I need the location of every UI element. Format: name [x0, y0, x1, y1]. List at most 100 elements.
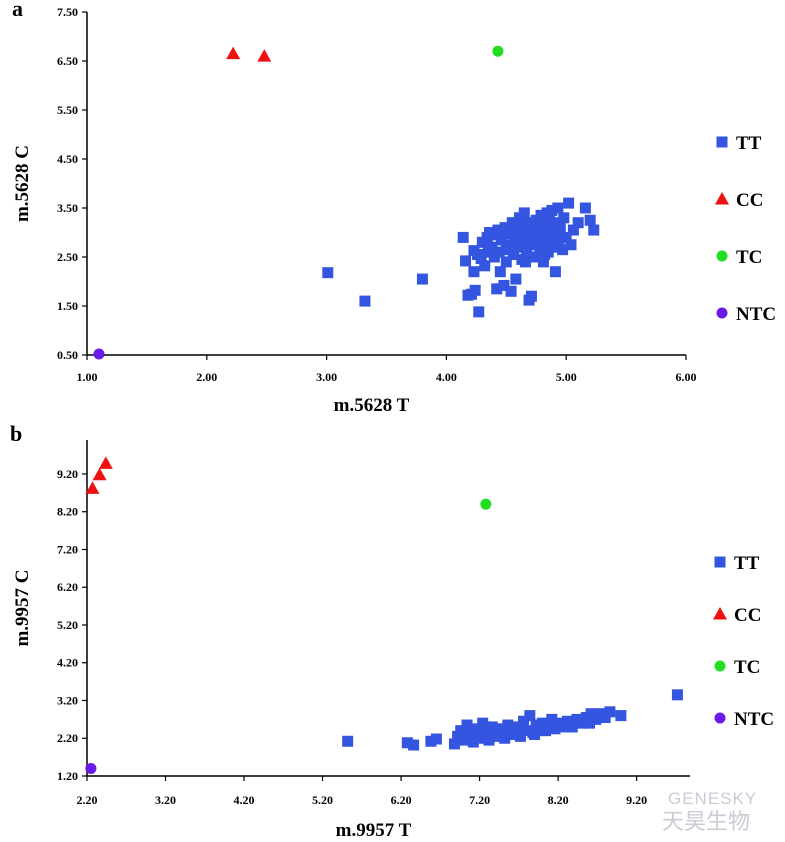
data-point-tt — [488, 251, 500, 263]
data-point-tt — [452, 730, 464, 742]
data-point-tt — [401, 737, 413, 749]
x-tick-label: 6.00 — [676, 370, 697, 384]
y-tick-label: 2.20 — [57, 731, 78, 745]
data-point-tt — [599, 711, 611, 723]
x-axis-label: m.5628 T — [334, 395, 410, 416]
data-point-tt — [552, 202, 564, 214]
data-point-tt — [483, 734, 495, 746]
data-point-tt — [537, 256, 549, 268]
data-point-tt — [475, 252, 487, 264]
data-point-tt — [539, 249, 551, 261]
data-point-tt — [529, 229, 541, 241]
data-point-tt — [499, 732, 511, 744]
x-tick-label: 5.00 — [556, 370, 577, 384]
data-point-tt — [497, 727, 509, 739]
data-point-tt — [535, 209, 547, 221]
data-point-tt — [502, 719, 514, 731]
data-point-tt — [524, 217, 536, 229]
watermark-brand-cn: 天昊生物 — [662, 809, 750, 834]
data-point-tt — [590, 713, 602, 725]
y-tick-label: 3.20 — [57, 693, 78, 707]
y-tick-label: 8.20 — [57, 505, 78, 519]
panel-label: b — [10, 421, 22, 446]
data-point-tt — [604, 706, 616, 718]
data-point-tt — [462, 732, 474, 744]
data-point-tt — [549, 266, 561, 278]
watermark-brand: GENESKY — [668, 789, 757, 808]
data-point-tt — [474, 732, 486, 744]
legend-marker-ntc — [716, 307, 728, 319]
y-tick-label: 4.50 — [57, 152, 78, 166]
legend-label-ntc: NTC — [734, 709, 774, 730]
data-point-tt — [558, 212, 570, 224]
legend-label-tt: TT — [734, 553, 760, 574]
data-point-cc — [92, 467, 107, 481]
y-tick-label: 5.20 — [57, 618, 78, 632]
y-tick-label: 3.50 — [57, 201, 78, 215]
data-point-tt — [563, 197, 575, 209]
data-point-tt — [505, 285, 517, 297]
data-point-tt — [554, 227, 566, 238]
data-point-tc — [480, 498, 492, 510]
y-tick-label: 2.50 — [57, 250, 78, 264]
data-point-tt — [513, 725, 525, 737]
legend-label-ntc: NTC — [736, 304, 776, 325]
data-point-ntc — [85, 762, 97, 774]
data-point-tt — [529, 251, 541, 263]
data-point-tt — [560, 721, 572, 733]
y-tick-label: 6.20 — [57, 580, 78, 594]
y-tick-label: 1.50 — [57, 299, 78, 313]
data-point-tt — [572, 217, 584, 229]
data-point-tt — [481, 725, 493, 737]
data-point-tt — [494, 266, 506, 278]
data-point-tt — [543, 224, 555, 236]
chart-panel-b: b 2.20 3.20 4.20 5.20 6.20 7.20 8.20 9.20 1.20 2.2… — [10, 421, 774, 841]
data-point-tt — [584, 214, 596, 226]
x-tick-label: 3.20 — [155, 793, 176, 807]
data-point-tt — [430, 733, 442, 745]
data-point-tt — [461, 719, 473, 731]
data-point-tt — [457, 231, 469, 243]
data-point-tt — [579, 202, 591, 214]
data-point-tt — [560, 231, 572, 243]
legend-label-tc: TC — [736, 247, 762, 268]
data-point-tt — [543, 212, 555, 224]
data-point-tt — [455, 725, 467, 737]
data-point-tt — [524, 710, 536, 722]
data-point-tt — [615, 710, 627, 722]
data-point-cc — [98, 456, 113, 469]
data-point-tt — [584, 717, 595, 729]
data-point-tt — [408, 739, 420, 751]
data-point-tt — [576, 717, 588, 729]
data-point-tt — [533, 723, 545, 735]
data-point-tt — [504, 244, 516, 256]
data-point-tt — [518, 715, 530, 727]
data-point-tt — [503, 227, 515, 239]
data-point-tt — [515, 229, 527, 241]
x-tick-label: 8.20 — [548, 793, 569, 807]
data-point-tt — [514, 730, 526, 742]
x-tick-label: 6.20 — [391, 793, 412, 807]
data-point-tt — [546, 713, 558, 725]
x-tick-label: 2.00 — [196, 370, 217, 384]
data-point-tt — [448, 738, 460, 750]
data-point-tt — [359, 295, 371, 307]
legend-marker-ntc — [714, 712, 726, 724]
data-point-tt — [469, 284, 481, 296]
data-point-tt — [566, 721, 578, 733]
data-point-tc — [492, 45, 504, 57]
data-point-tt — [477, 717, 489, 729]
x-axis-label: m.9957 T — [336, 820, 412, 841]
data-point-ntc — [93, 348, 105, 360]
data-point-tt — [546, 204, 558, 216]
data-point-tt — [521, 246, 533, 258]
data-point-tt — [510, 219, 522, 231]
data-point-tt — [588, 224, 600, 236]
data-point-tt — [322, 267, 334, 279]
legend-label-cc: CC — [734, 605, 761, 626]
data-point-tt — [482, 246, 494, 258]
data-point-tt — [473, 306, 485, 318]
data-point-tt — [565, 239, 577, 251]
data-point-tt — [499, 222, 511, 234]
